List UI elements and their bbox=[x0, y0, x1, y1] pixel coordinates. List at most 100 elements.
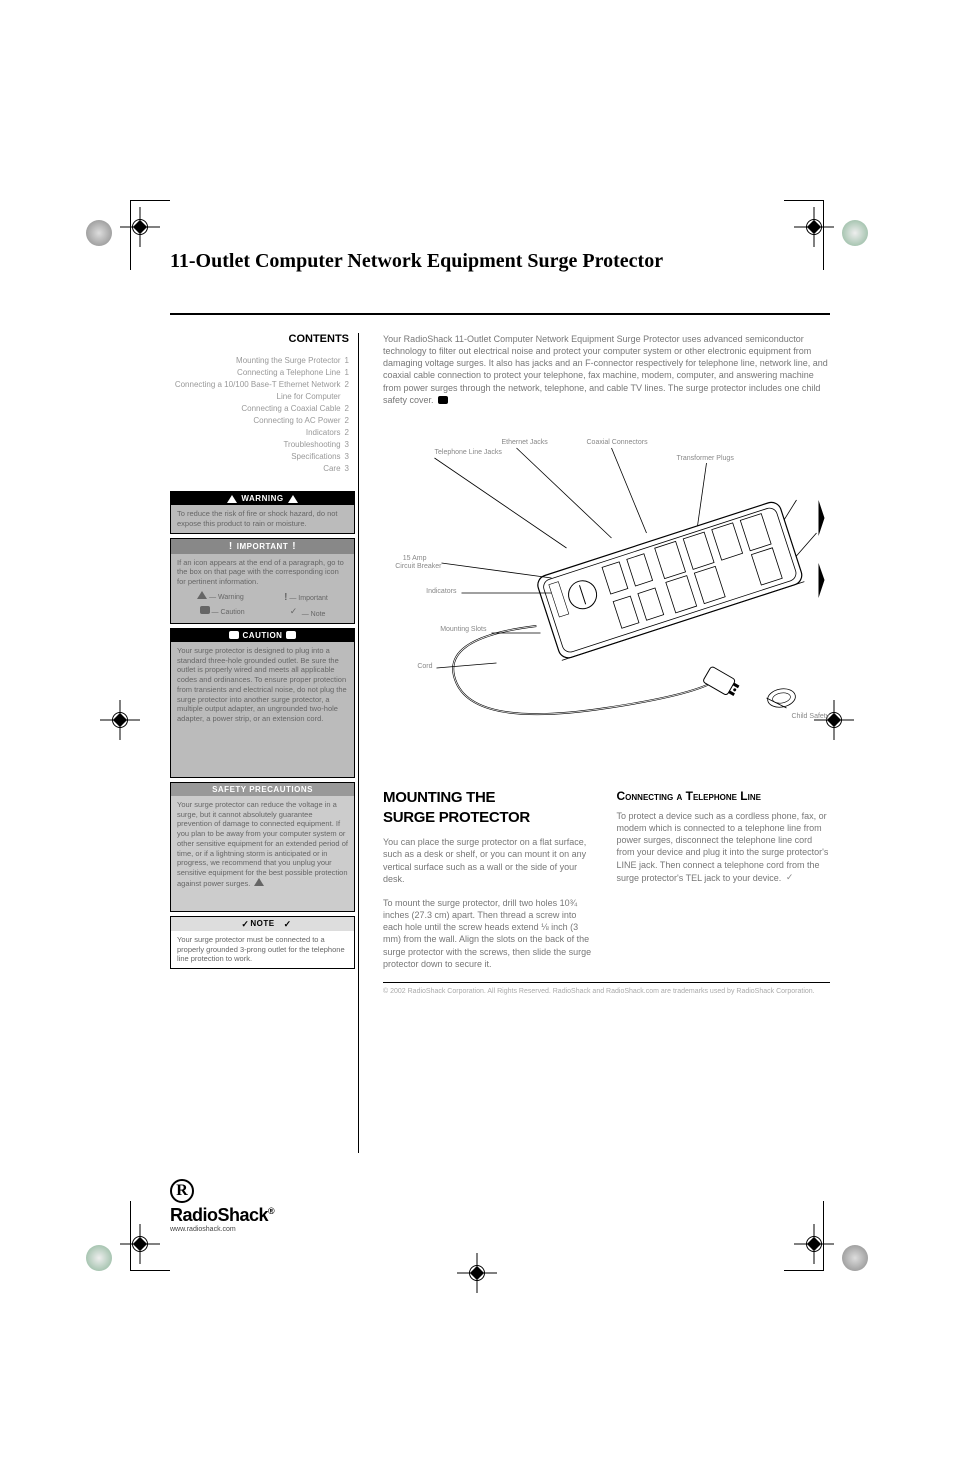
diagram-label: 15 Amp bbox=[403, 555, 427, 562]
crop-mark-ml bbox=[100, 700, 140, 740]
table-of-contents: Mounting the Surge Protector 1 Connecting… bbox=[170, 355, 355, 475]
important-icon: ! bbox=[229, 541, 233, 552]
caution-header: CAUTION bbox=[171, 629, 354, 642]
columns: CONTENTS Mounting the Surge Protector 1 C… bbox=[170, 333, 830, 1153]
toc-row: Mounting the Surge Protector 1 bbox=[170, 355, 349, 367]
mounting-header: MOUNTING THE SURGE PROTECTOR bbox=[383, 788, 597, 829]
lower-columns: MOUNTING THE SURGE PROTECTOR You can pla… bbox=[383, 788, 830, 970]
safety-box: SAFETY PRECAUTIONS Your surge protector … bbox=[170, 782, 355, 912]
legend-note: — Note bbox=[290, 606, 326, 619]
crop-mark-bc bbox=[457, 1253, 497, 1293]
logo-brand: RadioShack® bbox=[170, 1205, 274, 1226]
diagram-label: Cord bbox=[417, 663, 432, 670]
legend-important: ! — Important bbox=[284, 591, 328, 604]
reg-mark-bl bbox=[86, 1245, 112, 1271]
reg-mark-br bbox=[842, 1245, 868, 1271]
warning-icon bbox=[288, 495, 298, 503]
note-label: NOTE bbox=[250, 919, 274, 928]
reg-mark-tr bbox=[842, 220, 868, 246]
footer-text: © 2002 RadioShack Corporation. All Right… bbox=[383, 987, 830, 996]
title-rule bbox=[170, 313, 830, 315]
toc-label: Troubleshooting bbox=[283, 439, 340, 451]
caution-icon bbox=[286, 631, 296, 639]
caution-icon bbox=[229, 631, 239, 639]
safety-label: SAFETY PRECAUTIONS bbox=[212, 785, 313, 794]
reg-mark-tl bbox=[86, 220, 112, 246]
important-header: ! IMPORTANT ! bbox=[171, 539, 354, 554]
telephone-section: Connecting a Telephone Line To protect a… bbox=[617, 788, 831, 970]
page-title: 11-Outlet Computer Network Equipment Sur… bbox=[170, 250, 830, 273]
toc-row: Connecting a 10/100 Base-T Ethernet Netw… bbox=[170, 379, 349, 403]
legend-warning: — Warning bbox=[197, 591, 244, 604]
column-divider bbox=[355, 333, 363, 1153]
toc-label: Connecting a Coaxial Cable bbox=[241, 403, 340, 415]
mounting-body: You can place the surge protector on a f… bbox=[383, 836, 597, 970]
toc-row: Connecting to AC Power 2 bbox=[170, 415, 349, 427]
safety-body: Your surge protector can reduce the volt… bbox=[171, 796, 354, 893]
note-icon bbox=[279, 919, 289, 929]
toc-row: Indicators 2 bbox=[170, 427, 349, 439]
toc-page: 1 bbox=[345, 355, 349, 367]
toc-label: Mounting the Surge Protector bbox=[236, 355, 341, 367]
toc-page: 2 bbox=[345, 403, 349, 415]
warning-label: WARNING bbox=[241, 494, 283, 503]
toc-page: 3 bbox=[345, 451, 349, 463]
toc-page: 2 bbox=[345, 379, 349, 403]
note-body: Your surge protector must be connected t… bbox=[171, 931, 354, 968]
toc-label: Indicators bbox=[306, 427, 341, 439]
toc-row: Care3 bbox=[170, 463, 349, 475]
sidebar: CONTENTS Mounting the Surge Protector 1 C… bbox=[170, 333, 355, 1153]
important-icon: ! bbox=[292, 541, 296, 552]
note-box: NOTE Your surge protector must be connec… bbox=[170, 916, 355, 969]
toc-page: 1 bbox=[345, 367, 349, 379]
product-diagram: Telephone Line Jacks Ethernet Jacks Coax… bbox=[383, 418, 830, 758]
caution-body: Your surge protector is designed to plug… bbox=[171, 642, 354, 728]
toc-page: 2 bbox=[345, 427, 349, 439]
main-column: Your RadioShack 11-Outlet Computer Netwo… bbox=[363, 333, 830, 1153]
warning-box: WARNING To reduce the risk of fire or sh… bbox=[170, 491, 355, 534]
legend-caution: — Caution bbox=[200, 606, 245, 619]
toc-row: Connecting a Telephone Line1 bbox=[170, 367, 349, 379]
toc-label: Specifications bbox=[291, 451, 340, 463]
note-icon bbox=[236, 919, 246, 929]
safety-header: SAFETY PRECAUTIONS bbox=[171, 783, 354, 796]
footer-rule bbox=[383, 982, 830, 983]
telephone-body: To protect a device such as a cordless p… bbox=[617, 810, 831, 884]
toc-row: Connecting a Coaxial Cable 2 bbox=[170, 403, 349, 415]
diagram-label: Circuit Breaker bbox=[395, 563, 442, 570]
toc-label: Connecting a 10/100 Base-T Ethernet Netw… bbox=[170, 379, 341, 403]
diagram-label: Transformer Plugs bbox=[677, 455, 735, 462]
toc-row: Troubleshooting3 bbox=[170, 439, 349, 451]
warning-icon bbox=[227, 495, 237, 503]
toc-row: Specifications 3 bbox=[170, 451, 349, 463]
important-box: ! IMPORTANT ! If an icon appears at the … bbox=[170, 538, 355, 624]
warning-icon bbox=[254, 878, 264, 886]
note-header: NOTE bbox=[171, 917, 354, 931]
logo-url: www.radioshack.com bbox=[170, 1226, 236, 1233]
crop-corner-bl bbox=[130, 1201, 170, 1271]
note-icon bbox=[786, 871, 796, 881]
intro-paragraph: Your RadioShack 11-Outlet Computer Netwo… bbox=[383, 333, 830, 406]
product-svg: Telephone Line Jacks Ethernet Jacks Coax… bbox=[383, 418, 830, 758]
diagram-label: Indicators bbox=[426, 588, 457, 595]
toc-page: 2 bbox=[345, 415, 349, 427]
intro-text: Your RadioShack 11-Outlet Computer Netwo… bbox=[383, 334, 828, 405]
mounting-section: MOUNTING THE SURGE PROTECTOR You can pla… bbox=[383, 788, 597, 970]
logo-r-icon: R bbox=[170, 1179, 194, 1203]
telephone-header: Connecting a Telephone Line bbox=[617, 788, 831, 804]
important-text: If an icon appears at the end of a parag… bbox=[177, 558, 344, 587]
toc-label: Care bbox=[323, 463, 340, 475]
important-body: If an icon appears at the end of a parag… bbox=[171, 554, 354, 623]
caution-box: CAUTION Your surge protector is designed… bbox=[170, 628, 355, 778]
diagram-label: Child Safety Cover bbox=[792, 713, 831, 720]
warning-header: WARNING bbox=[171, 492, 354, 505]
warning-body: To reduce the risk of fire or shock haza… bbox=[171, 505, 354, 533]
diagram-label: Ethernet Jacks bbox=[502, 439, 549, 446]
brand-logo: R RadioShack® www.radioshack.com bbox=[170, 1179, 274, 1233]
diagram-label: Mounting Slots bbox=[440, 626, 487, 633]
telephone-text: To protect a device such as a cordless p… bbox=[617, 811, 829, 883]
important-label: IMPORTANT bbox=[237, 542, 288, 551]
toc-label: Connecting to AC Power bbox=[253, 415, 340, 427]
contents-header: CONTENTS bbox=[170, 333, 355, 345]
diagram-label: Coaxial Connectors bbox=[587, 439, 649, 446]
